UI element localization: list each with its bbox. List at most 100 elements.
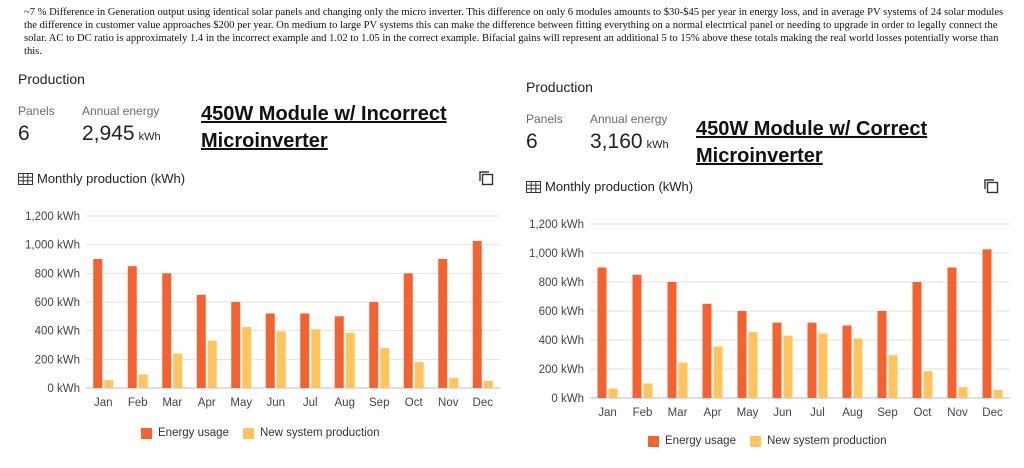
y-tick-label: 1,000 kWh — [529, 248, 584, 260]
bar-new-production — [888, 355, 898, 398]
x-tick-label: May — [737, 407, 759, 419]
y-tick-label: 200 kWh — [35, 354, 80, 366]
x-tick-label: May — [230, 397, 252, 409]
bar-new-production — [818, 333, 828, 398]
bar-new-production — [608, 388, 618, 398]
bar-energy-usage — [877, 311, 887, 398]
panels-label: Panels — [526, 112, 563, 126]
annual-energy-label: Annual energy — [82, 104, 160, 118]
bar-energy-usage — [231, 302, 241, 388]
bar-new-production — [276, 331, 286, 388]
legend-swatch-production — [749, 435, 761, 447]
bar-new-production — [449, 377, 459, 388]
legend-label-usage: Energy usage — [665, 435, 736, 447]
bar-new-production — [853, 338, 863, 398]
panels-value: 6 — [526, 130, 538, 153]
x-tick-label: Jul — [303, 397, 318, 409]
section-title: Production — [526, 79, 593, 95]
bar-new-production — [311, 329, 321, 388]
legend-label-production: New system production — [766, 435, 887, 447]
y-tick-label: 1,000 kWh — [25, 240, 80, 252]
bar-energy-usage — [265, 313, 275, 388]
bar-energy-usage — [300, 313, 310, 388]
heading-line-2: Microinverter — [696, 145, 823, 167]
bar-energy-usage — [369, 302, 379, 388]
x-tick-label: Oct — [405, 397, 424, 409]
bar-new-production — [483, 380, 493, 388]
bar-new-production — [958, 387, 968, 398]
legend-energy-usage[interactable]: Energy usage — [648, 435, 736, 447]
annual-energy-unit: kWh — [138, 131, 161, 143]
heading-line-2: Microinverter — [201, 130, 328, 152]
bar-new-production — [380, 347, 390, 388]
bar-new-production — [783, 335, 793, 398]
bar-new-production — [748, 332, 758, 398]
x-tick-label: Nov — [947, 407, 968, 419]
y-tick-label: 600 kWh — [539, 306, 584, 318]
legend-swatch-usage — [648, 435, 659, 447]
bar-energy-usage — [632, 274, 642, 398]
x-tick-label: Aug — [335, 397, 355, 409]
x-tick-label: Mar — [668, 407, 688, 419]
heading-line-1: 450W Module w/ Correct — [696, 118, 928, 140]
description-note: ~7 % Difference in Generation output usi… — [24, 7, 1004, 57]
annual-energy-value: 2,945 kWh — [82, 122, 161, 146]
x-tick-label: Dec — [982, 407, 1003, 419]
bar-energy-usage — [667, 282, 677, 398]
section-title: Production — [18, 71, 85, 87]
bar-energy-usage — [597, 267, 607, 398]
x-tick-label: Jun — [266, 397, 285, 409]
x-tick-label: Feb — [633, 407, 653, 419]
x-tick-label: Aug — [842, 407, 862, 419]
bar-energy-usage — [982, 249, 992, 398]
bar-new-production — [678, 362, 688, 398]
legend-new-production[interactable]: New system production — [749, 435, 887, 447]
bar-energy-usage — [162, 273, 172, 388]
x-tick-label: Jan — [598, 407, 617, 419]
bar-new-production — [713, 346, 723, 398]
table-icon — [18, 172, 33, 185]
copy-icon[interactable] — [982, 177, 1000, 195]
bar-energy-usage — [912, 282, 922, 398]
annual-energy-value: 3,160 kWh — [590, 130, 669, 154]
bar-new-production — [643, 383, 653, 398]
bar-energy-usage — [772, 322, 782, 398]
x-tick-label: Jan — [94, 397, 113, 409]
chart-title: Monthly production (kWh) — [526, 179, 693, 194]
y-tick-label: 400 kWh — [35, 326, 80, 338]
legend-energy-usage[interactable]: Energy usage — [141, 427, 229, 439]
bar-new-production — [242, 327, 252, 388]
table-icon — [526, 180, 541, 193]
x-tick-label: Mar — [162, 397, 182, 409]
legend-label-usage: Energy usage — [158, 427, 229, 439]
bar-new-production — [923, 371, 933, 398]
x-tick-label: Sep — [877, 407, 897, 419]
bar-new-production — [993, 390, 1003, 398]
bar-energy-usage — [403, 273, 413, 388]
production-panel-incorrect: Production Panels 6 Annual energy 2,945 k… — [0, 0, 510, 468]
x-tick-label: Feb — [128, 397, 148, 409]
y-tick-label: 0 kWh — [47, 383, 80, 395]
y-tick-label: 800 kWh — [35, 268, 80, 280]
bar-energy-usage — [842, 325, 852, 398]
comparison-heading: 450W Module w/ Correct Microinverter — [696, 116, 927, 170]
comparison-heading: 450W Module w/ Incorrect Microinverter — [201, 101, 447, 155]
copy-icon[interactable] — [477, 169, 495, 187]
annual-energy-number: 3,160 — [590, 130, 643, 153]
y-tick-label: 1,200 kWh — [25, 211, 80, 223]
bar-new-production — [104, 380, 114, 388]
production-panel-correct: Production Panels 6 Annual energy 3,160 k… — [510, 0, 1024, 468]
bar-energy-usage — [93, 259, 103, 388]
panels-label: Panels — [18, 104, 55, 118]
bar-energy-usage — [196, 294, 206, 388]
x-tick-label: Jul — [810, 407, 825, 419]
y-tick-label: 400 kWh — [539, 335, 584, 347]
chart-legend: Energy usage New system production — [648, 435, 901, 447]
x-tick-label: Apr — [704, 407, 722, 419]
y-tick-label: 800 kWh — [539, 277, 584, 289]
y-tick-label: 0 kWh — [551, 393, 584, 405]
bar-new-production — [207, 340, 217, 388]
chart-title: Monthly production (kWh) — [18, 171, 185, 186]
annual-energy-number: 2,945 — [82, 122, 135, 145]
legend-new-production[interactable]: New system production — [242, 427, 380, 439]
